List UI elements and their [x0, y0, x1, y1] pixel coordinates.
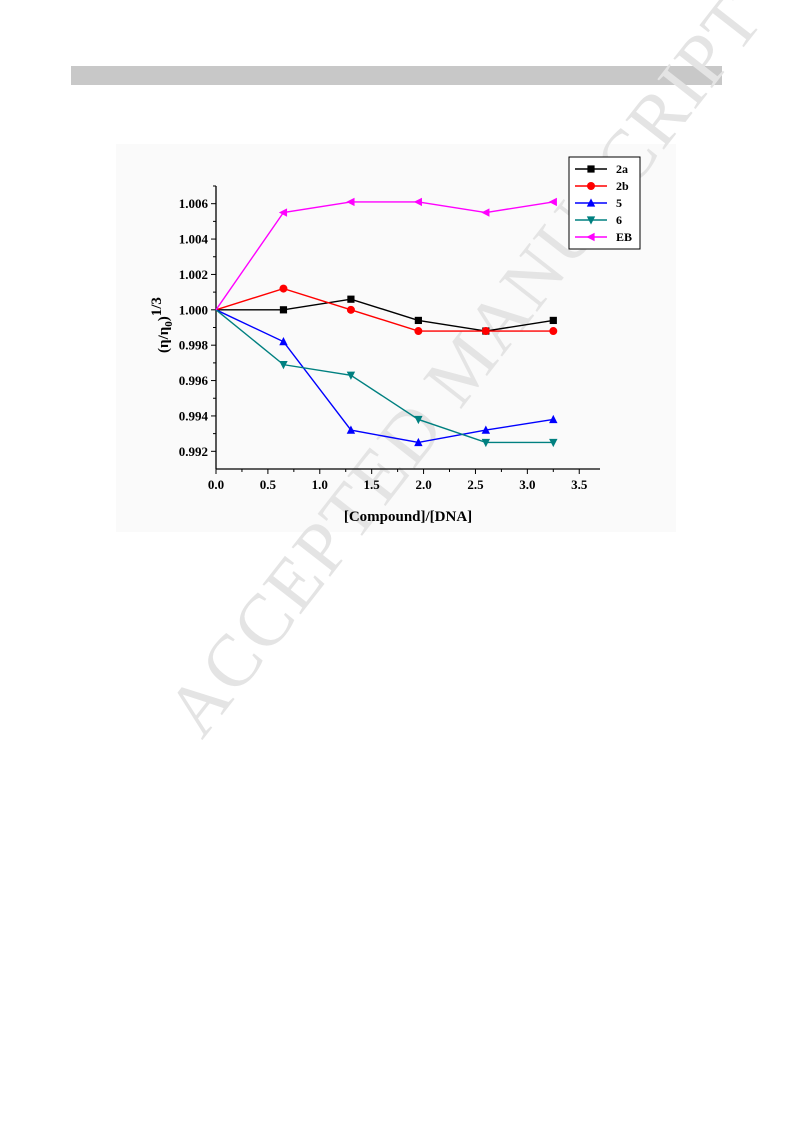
y-axis-ticks: 0.992 0.994 0.996 0.998 1.000 1.002 1.004 1.006 — [179, 185, 216, 459]
x-tick-label: 1.0 — [312, 477, 328, 492]
series-6 — [215, 309, 558, 448]
series-line-2a — [216, 298, 554, 332]
legend-marker-2a — [587, 165, 595, 173]
y-axis-title-exponent: 1/3 — [149, 297, 165, 316]
chart-series — [215, 197, 558, 448]
y-tick-label: 1.002 — [179, 267, 208, 282]
y-tick-label: 0.994 — [179, 408, 209, 423]
y-tick-label: 0.992 — [179, 444, 208, 459]
series-line-2b — [215, 287, 554, 332]
series-line-6 — [215, 309, 554, 444]
x-tick-label: 0.5 — [260, 477, 277, 492]
data-point-5 — [414, 437, 423, 447]
y-axis-title-close: ) — [156, 316, 172, 321]
header-bar — [71, 66, 722, 85]
legend-label-2a: 2a — [616, 162, 628, 176]
series-2a — [216, 295, 557, 335]
x-tick-label: 3.0 — [519, 477, 535, 492]
data-point-2a — [347, 295, 355, 303]
y-tick-label: 0.998 — [179, 338, 209, 353]
y-axis-title: (η/η0)1/3 — [149, 297, 175, 353]
data-point-5 — [549, 414, 558, 424]
x-axis-ticks: 0.0 0.5 1.0 1.5 2.0 2.5 3.0 3.5 — [208, 469, 588, 492]
series-line-eb — [215, 201, 554, 311]
data-point-eb — [481, 208, 490, 217]
legend-marker-eb — [586, 232, 595, 242]
data-point-2a — [414, 316, 422, 325]
series-5 — [215, 309, 558, 447]
data-point-6 — [549, 438, 558, 448]
data-point-2b — [481, 327, 490, 336]
data-point-eb — [346, 197, 355, 207]
y-axis-title-subscript: 0 — [163, 321, 175, 327]
series-line-5 — [215, 309, 554, 444]
y-tick-label: 1.004 — [179, 232, 209, 247]
legend-label-eb: EB — [616, 230, 632, 244]
data-point-2b — [549, 327, 558, 336]
x-tick-label: 3.5 — [571, 477, 588, 492]
data-point-6 — [346, 371, 356, 380]
y-tick-label: 1.000 — [179, 302, 208, 317]
data-point-2b — [346, 305, 355, 314]
data-point-5 — [481, 425, 491, 434]
legend-marker-5 — [586, 198, 596, 207]
data-point-2a — [279, 306, 288, 314]
legend-label-2b: 2b — [616, 179, 629, 193]
data-point-2b — [414, 327, 423, 336]
data-point-5 — [279, 337, 288, 346]
data-point-eb — [413, 197, 422, 207]
data-point-2a — [549, 316, 557, 325]
legend-marker-2b — [587, 182, 595, 190]
svg-text:(η/η0)1/3: (η/η0)1/3 — [149, 297, 175, 353]
data-point-6 — [414, 415, 423, 425]
series-eb — [215, 197, 557, 311]
data-point-eb — [548, 197, 557, 207]
legend-label-6: 6 — [616, 213, 622, 227]
data-point-eb — [278, 208, 288, 217]
legend-label-5: 5 — [616, 196, 622, 210]
data-point-5 — [346, 425, 356, 434]
x-tick-label: 2.5 — [467, 477, 484, 492]
y-tick-label: 1.006 — [179, 196, 209, 211]
y-axis-title-main: (η/η — [156, 327, 172, 353]
x-tick-label: 2.0 — [415, 477, 431, 492]
chart-legend: 2a 2b 5 6 EB — [568, 156, 641, 250]
y-tick-label: 0.996 — [179, 373, 209, 388]
x-axis-title: [Compound]/[DNA] — [344, 509, 472, 525]
legend-marker-6 — [586, 216, 596, 225]
series-2b — [215, 284, 558, 336]
x-tick-label: 0.0 — [208, 477, 224, 492]
x-tick-label: 1.5 — [364, 477, 381, 492]
data-point-6 — [279, 361, 288, 370]
data-point-6 — [481, 438, 491, 448]
data-point-2b — [279, 284, 288, 293]
